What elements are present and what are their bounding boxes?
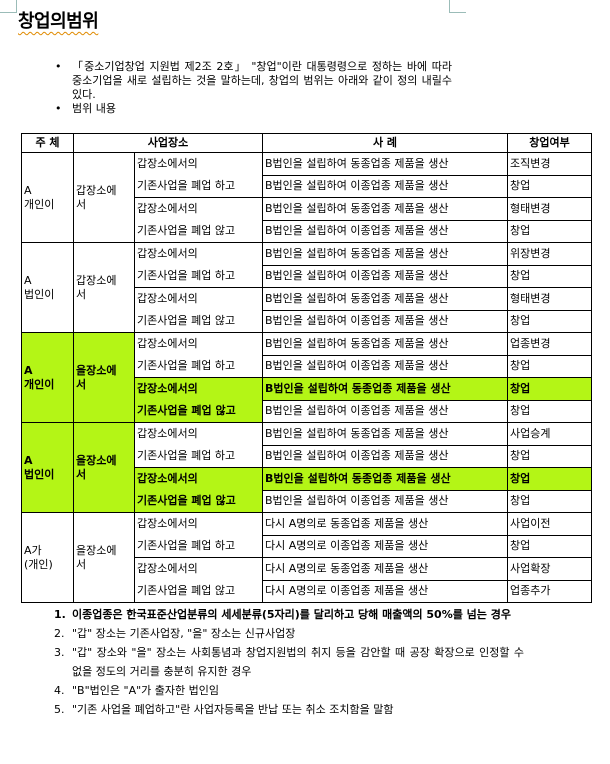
footnotes: 1. 이종업종은 한국표준산업분류의 세세분류(5자리)를 달리하고 당해 매출액… [54, 605, 524, 719]
location-cell: 을장소에 서 [73, 332, 135, 423]
result-cell: 창업 [507, 309, 593, 333]
result-cell: 창업 [507, 444, 593, 468]
bullet-item: 「중소기업창업 지원법 제2조 2호」 "창업"이란 대통령령으로 정하는 바에… [52, 60, 452, 102]
place-condition-cell: 갑장소에서의 기존사업을 폐업 않고 [133, 557, 264, 603]
case-cell: B법인을 설립하여 동종업종 제품을 생산 [262, 467, 509, 491]
header-subject: 주 체 [21, 133, 74, 153]
case-cell: B법인을 설립하여 이종업종 제품을 생산 [262, 174, 509, 198]
table-row: 갑장소에서의 기존사업을 폐업 않고 B법인을 설립하여 동종업종 제품을 생산 형태… [22, 197, 593, 243]
location-cell: 을장소에 서 [73, 422, 135, 513]
case-cell: 다시 A명의로 이종업종 제품을 생산 [262, 534, 509, 558]
result-cell: 사업승계 [507, 422, 593, 446]
result-cell: 조직변경 [507, 152, 593, 176]
result-cell: 창업 [507, 377, 593, 401]
place-condition-cell: 갑장소에서의 기존사업을 폐업 않고 [133, 467, 264, 513]
case-cell: B법인을 설립하여 동종업종 제품을 생산 [262, 377, 509, 401]
table-row: B법인을 설립하여 이종업종 제품을 생산 창업 [22, 264, 593, 288]
table-row: 갑장소에서의 기존사업을 폐업 않고 B법인을 설립하여 동종업종 제품을 생산 창업 [22, 467, 593, 513]
table-row: 갑장소에서의 기존사업을 폐업 않고 B법인을 설립하여 동종업종 제품을 생산 창업 [22, 377, 593, 423]
case-cell: B법인을 설립하여 동종업종 제품을 생산 [262, 152, 509, 176]
result-cell: 형태변경 [507, 197, 593, 221]
table-row: B법인을 설립하여 이종업종 제품을 생산 창업 [22, 489, 593, 513]
case-cell: B법인을 설립하여 이종업종 제품을 생산 [262, 399, 509, 423]
page-corner-mark [0, 0, 17, 13]
header-result: 창업여부 [507, 133, 593, 153]
table-row: A가 (개인) 을장소에 서 갑장소에서의 기존사업을 폐업 하고 다시 A명의로 동종업종… [21, 512, 593, 603]
result-cell: 업종추가 [507, 579, 593, 603]
result-cell: 형태변경 [507, 287, 593, 311]
place-condition-cell: 갑장소에서의 기존사업을 폐업 하고 [133, 422, 264, 468]
case-cell: B법인을 설립하여 이종업종 제품을 생산 [262, 489, 509, 513]
result-cell: 창업 [507, 399, 593, 423]
table-row: B법인을 설립하여 이종업종 제품을 생산 창업 [22, 174, 593, 198]
subject-cell: A가 (개인) [21, 512, 74, 603]
case-cell: 다시 A명의로 동종업종 제품을 생산 [262, 557, 509, 581]
result-cell: 창업 [507, 489, 593, 513]
location-cell: 갑장소에 서 [73, 242, 135, 333]
result-cell: 창업 [507, 264, 593, 288]
case-cell: B법인을 설립하여 이종업종 제품을 생산 [262, 309, 509, 333]
table-row: A 개인이 갑장소에 서 갑장소에서의 기존사업을 폐업 하고 B법인을 설립하여 동종업종… [21, 152, 593, 243]
place-condition-cell: 갑장소에서의 기존사업을 폐업 하고 [133, 332, 264, 378]
result-cell: 창업 [507, 219, 593, 243]
result-cell: 창업 [507, 174, 593, 198]
result-cell: 창업 [507, 467, 593, 491]
table-row: 갑장소에서의 기존사업을 폐업 않고 B법인을 설립하여 동종업종 제품을 생산 형태… [22, 287, 593, 333]
case-cell: B법인을 설립하여 동종업종 제품을 생산 [262, 197, 509, 221]
case-cell: 다시 A명의로 이종업종 제품을 생산 [262, 579, 509, 603]
place-condition-cell: 갑장소에서의 기존사업을 폐업 하고 [133, 512, 264, 558]
result-cell: 사업확장 [507, 557, 593, 581]
place-condition-cell: 갑장소에서의 기존사업을 폐업 하고 [133, 152, 264, 198]
bullet-item: 범위 내용 [52, 102, 452, 116]
case-cell: B법인을 설립하여 동종업종 제품을 생산 [262, 287, 509, 311]
footnote-item: 3. "갑" 장소와 "을" 장소는 사회통념과 창업지원법의 취지 등을 감안할… [54, 646, 524, 678]
location-cell: 을장소에 서 [73, 512, 135, 603]
place-condition-cell: 갑장소에서의 기존사업을 폐업 않고 [133, 287, 264, 333]
table-row: B법인을 설립하여 이종업종 제품을 생산 창업 [22, 219, 593, 243]
result-cell: 업종변경 [507, 332, 593, 356]
table-header-row: 주 체 사업장소 사 례 창업여부 [21, 133, 593, 153]
result-cell: 사업이전 [507, 512, 593, 536]
subject-cell: A 개인이 [21, 332, 74, 423]
result-cell: 창업 [507, 534, 593, 558]
table-row: B법인을 설립하여 이종업종 제품을 생산 창업 [22, 309, 593, 333]
case-cell: B법인을 설립하여 이종업종 제품을 생산 [262, 444, 509, 468]
intro-bullets: 「중소기업창업 지원법 제2조 2호」 "창업"이란 대통령령으로 정하는 바에… [52, 60, 452, 116]
footnote-item: 4. "B"법인은 "A"가 출자한 법인임 [54, 684, 219, 697]
table-row: 다시 A명의로 이종업종 제품을 생산 창업 [22, 534, 593, 558]
case-cell: B법인을 설립하여 동종업종 제품을 생산 [262, 422, 509, 446]
header-location: 사업장소 [72, 133, 264, 153]
case-cell: B법인을 설립하여 동종업종 제품을 생산 [262, 332, 509, 356]
case-cell: B법인을 설립하여 이종업종 제품을 생산 [262, 354, 509, 378]
page-corner-mark [449, 0, 466, 13]
case-cell: B법인을 설립하여 이종업종 제품을 생산 [262, 264, 509, 288]
table-row: B법인을 설립하여 이종업종 제품을 생산 창업 [22, 444, 593, 468]
subject-cell: A 개인이 [21, 152, 74, 243]
place-condition-cell: 갑장소에서의 기존사업을 폐업 않고 [133, 377, 264, 423]
result-cell: 창업 [507, 354, 593, 378]
footnote-item: 1. 이종업종은 한국표준산업분류의 세세분류(5자리)를 달리하고 당해 매출액… [54, 608, 511, 621]
case-cell: B법인을 설립하여 동종업종 제품을 생산 [262, 242, 509, 266]
footnote-item: 5. "기존 사업을 폐업하고"란 사업자등록을 반납 또는 취소 조치함을 말함 [54, 703, 394, 716]
case-cell: B법인을 설립하여 이종업종 제품을 생산 [262, 219, 509, 243]
table-row: 다시 A명의로 이종업종 제품을 생산 업종추가 [22, 579, 593, 603]
footnote-item: 2. "갑" 장소는 기존사업장, "을" 장소는 신규사업장 [54, 627, 296, 640]
subject-cell: A 법인이 [21, 242, 74, 333]
table-row: A 법인이 갑장소에 서 갑장소에서의 기존사업을 폐업 하고 B법인을 설립하여 동종업종… [21, 242, 593, 333]
subject-cell: A 법인이 [21, 422, 74, 513]
header-case: 사 례 [262, 133, 509, 153]
table-row: A 개인이 을장소에 서 갑장소에서의 기존사업을 폐업 하고 B법인을 설립하여 동종업종… [21, 332, 593, 423]
place-condition-cell: 갑장소에서의 기존사업을 폐업 않고 [133, 197, 264, 243]
startup-scope-table: 주 체 사업장소 사 례 창업여부 A 개인이 갑장소에 서 갑장소에서의 기존사업을 폐… [21, 133, 593, 603]
case-cell: 다시 A명의로 동종업종 제품을 생산 [262, 512, 509, 536]
document-title: 창업의범위 [18, 11, 99, 32]
location-cell: 갑장소에 서 [73, 152, 135, 243]
table-row: A 법인이 을장소에 서 갑장소에서의 기존사업을 폐업 하고 B법인을 설립하여 동종업종… [21, 422, 593, 513]
place-condition-cell: 갑장소에서의 기존사업을 폐업 하고 [133, 242, 264, 288]
result-cell: 위장변경 [507, 242, 593, 266]
